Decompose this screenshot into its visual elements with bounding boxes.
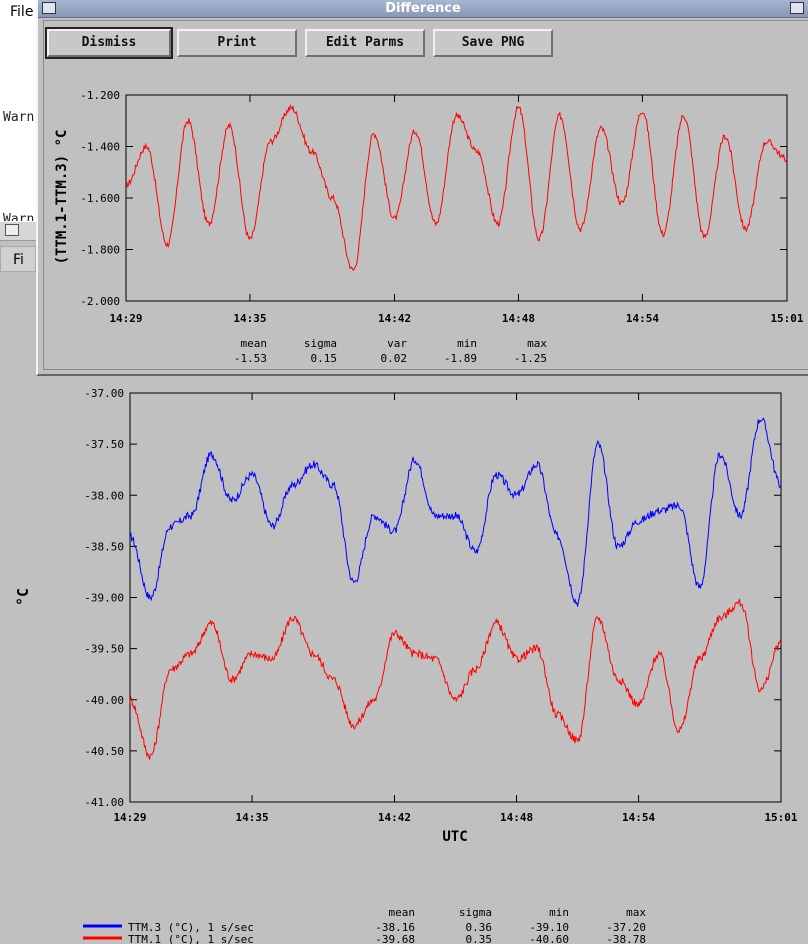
diff-stats-sigma: 0.15 [311, 352, 338, 365]
x-tick-label: 14:29 [113, 811, 146, 824]
difference-y-axis-label: (TTM.1-TTM.3) °C [54, 130, 70, 265]
diff-stats-min: -1.89 [444, 352, 477, 365]
main-stats-header-sigma: sigma [459, 906, 492, 919]
x-tick-label: 14:54 [626, 312, 659, 325]
series-ttm-3-c-1-s-sec-line [130, 417, 782, 607]
diff-stats-header-mean: mean [241, 337, 268, 350]
window-menu-icon[interactable] [42, 2, 56, 14]
x-tick-label: 14:48 [502, 312, 535, 325]
stats-ttm1-min: -40.60 [529, 933, 569, 944]
diff-stats-header-max: max [527, 337, 547, 350]
x-tick-label: 14:35 [233, 312, 266, 325]
background-warning-text: Warn [3, 110, 35, 125]
y-tick-label: -37.00 [84, 387, 124, 400]
y-tick-label: -1.200 [80, 89, 120, 102]
x-tick-label: 15:01 [770, 312, 803, 325]
main-chart-frame [129, 392, 782, 803]
stats-ttm3-max: -37.20 [606, 921, 646, 934]
x-tick-label: 14:54 [622, 811, 655, 824]
difference-dialog: Difference [36, 0, 808, 376]
background-warning-text-2: Warn [3, 212, 35, 221]
y-tick-label: -41.00 [84, 796, 124, 809]
main-x-axis-label: UTC [442, 829, 467, 845]
series-ttm-1-c-1-s-sec-line [129, 598, 782, 760]
stats-ttm1-sigma: 0.35 [466, 933, 493, 944]
window-minimize-icon[interactable] [790, 2, 804, 14]
x-tick-label: 14:35 [236, 811, 269, 824]
stats-ttm3-mean: -38.16 [375, 921, 415, 934]
legend-label-ttm1: TTM.1 (°C), 1 s/sec [128, 933, 254, 944]
edit-parms-button[interactable]: Edit Parms [305, 29, 425, 57]
diff-stats-mean: -1.53 [234, 352, 267, 365]
main-stats-table: mean sigma min max TTM.3 (°C), 1 s/sec -… [83, 906, 646, 944]
main-stats-header-mean: mean [389, 906, 416, 919]
y-tick-label: -39.00 [84, 592, 124, 605]
series-difference-line [125, 104, 788, 271]
background-menu-button[interactable] [0, 246, 36, 272]
y-tick-label: -37.50 [84, 438, 124, 451]
diff-stats-var: 0.02 [381, 352, 408, 365]
stats-ttm1-mean: -39.68 [375, 933, 415, 944]
y-tick-label: -38.00 [84, 489, 124, 502]
diff-stats-header-min: min [457, 337, 477, 350]
stats-ttm1-max: -38.78 [606, 933, 646, 944]
window-menu-icon[interactable] [5, 224, 19, 236]
main-y-axis-label: °C [14, 588, 32, 606]
diff-stats-header-var: var [387, 337, 407, 350]
stats-ttm3-min: -39.10 [529, 921, 569, 934]
main-stats-header-min: min [549, 906, 569, 919]
dismiss-button[interactable]: Dismiss [45, 27, 173, 59]
diff-stats-max: -1.25 [514, 352, 547, 365]
x-tick-label: 14:48 [500, 811, 533, 824]
background-menu-label: Fi [13, 252, 24, 268]
y-tick-label: -2.000 [80, 295, 120, 308]
y-tick-label: -1.400 [80, 141, 120, 154]
dialog-body [43, 20, 808, 370]
legend-label-ttm3: TTM.3 (°C), 1 s/sec [128, 921, 254, 934]
difference-chart: -1.200 -1.400 -1.600 -1.800 -2.000 14:29 14:3… [54, 89, 804, 365]
dialog-titlebar[interactable]: Difference [38, 0, 808, 18]
save-png-button[interactable]: Save PNG [433, 29, 553, 57]
y-tick-label: -40.00 [84, 694, 124, 707]
y-tick-label: -40.50 [84, 745, 124, 758]
y-tick-label: -1.600 [80, 192, 120, 205]
dialog-title: Difference [385, 1, 461, 16]
x-tick-label: 15:01 [764, 811, 797, 824]
print-button[interactable]: Print [177, 29, 297, 57]
y-tick-label: -38.50 [84, 540, 124, 553]
main-chart: -37.00 -37.50 -38.00 -38.50 -39.00 -39.50 -40.… [14, 387, 798, 944]
diff-stats-header-sigma: sigma [304, 337, 337, 350]
difference-stats-table: mean sigma var min max -1.53 0.15 0.02 -… [234, 337, 547, 365]
y-tick-label: -39.50 [84, 643, 124, 656]
y-tick-label: -1.800 [80, 244, 120, 257]
background-text-pane [0, 0, 36, 226]
stats-ttm3-sigma: 0.36 [466, 921, 493, 934]
x-tick-label: 14:42 [378, 811, 411, 824]
x-tick-label: 14:29 [109, 312, 142, 325]
main-stats-header-max: max [626, 906, 646, 919]
x-tick-label: 14:42 [378, 312, 411, 325]
background-menu-file[interactable]: File [10, 4, 34, 20]
